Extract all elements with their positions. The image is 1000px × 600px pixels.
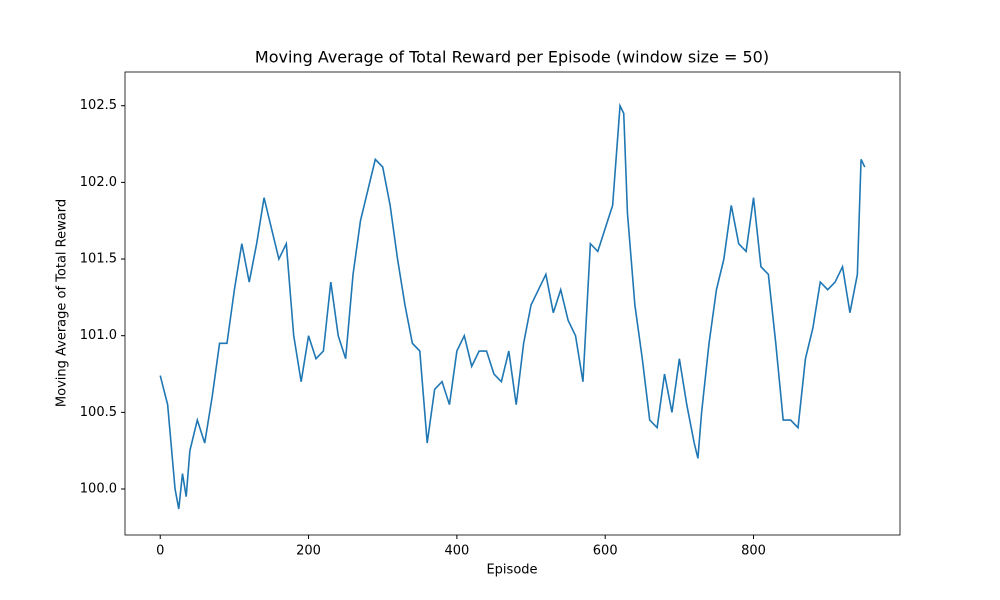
y-axis-label: Moving Average of Total Reward <box>55 199 70 407</box>
y-tick-label: 101.0 <box>80 328 117 343</box>
y-tick-label: 101.5 <box>80 252 117 267</box>
x-tick-label: 800 <box>741 544 766 559</box>
y-tick-label: 102.5 <box>80 98 117 113</box>
y-tick-label: 102.0 <box>80 175 117 190</box>
x-tick-label: 200 <box>296 544 321 559</box>
x-tick-label: 400 <box>444 544 469 559</box>
data-line <box>159 102 866 510</box>
x-axis-label: Episode <box>486 563 537 578</box>
x-tick-label: 600 <box>593 544 618 559</box>
x-tick-label: 0 <box>156 544 164 559</box>
plot-frame <box>124 71 901 536</box>
y-tick-label: 100.5 <box>80 405 117 420</box>
chart-title: Moving Average of Total Reward per Episo… <box>255 48 769 67</box>
y-tick-label: 100.0 <box>80 482 117 497</box>
